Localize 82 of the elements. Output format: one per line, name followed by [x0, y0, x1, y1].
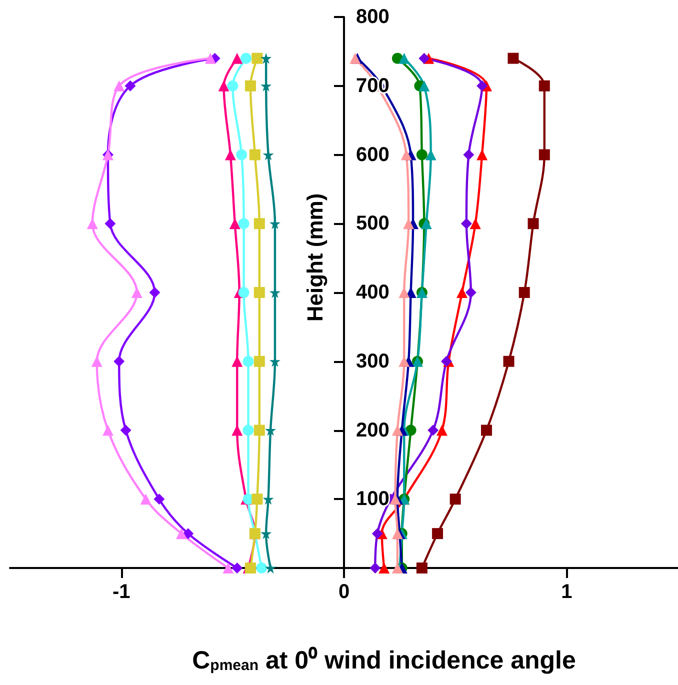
point — [236, 149, 248, 160]
point — [124, 80, 136, 92]
point — [224, 149, 236, 160]
y-tick-label: 800 — [356, 6, 390, 28]
point — [460, 218, 472, 230]
point — [432, 528, 444, 540]
point — [470, 218, 481, 230]
point — [398, 287, 410, 298]
point — [265, 562, 276, 574]
point — [254, 356, 265, 367]
point — [131, 287, 142, 298]
point — [476, 149, 488, 160]
point — [149, 287, 160, 298]
point — [204, 52, 216, 64]
point — [508, 52, 519, 64]
point — [252, 52, 263, 64]
point — [428, 424, 439, 436]
point — [538, 80, 550, 92]
point — [418, 52, 430, 64]
point — [440, 356, 452, 367]
point — [392, 424, 403, 436]
point — [400, 149, 412, 160]
y-tick-label: 300 — [356, 350, 390, 372]
point — [222, 562, 234, 574]
point — [254, 424, 265, 436]
point — [456, 287, 468, 298]
point — [176, 528, 187, 540]
point — [254, 218, 265, 230]
point — [481, 424, 492, 436]
x-tick-label: 0 — [338, 581, 350, 603]
point — [120, 424, 132, 436]
point — [238, 218, 250, 230]
point — [416, 149, 428, 160]
point — [518, 287, 530, 298]
point — [182, 528, 194, 540]
x-tick-label: 1 — [561, 581, 572, 603]
point — [436, 424, 448, 436]
point — [398, 52, 410, 64]
point — [242, 424, 254, 436]
point — [450, 494, 461, 505]
point — [425, 149, 436, 160]
point — [538, 149, 550, 160]
point — [154, 494, 165, 505]
y-axis-title: Height (mm) — [302, 193, 328, 322]
x-tick-label: -1 — [112, 581, 130, 603]
point — [254, 287, 265, 298]
point — [392, 562, 403, 574]
point — [114, 356, 125, 367]
point — [392, 528, 403, 540]
point — [240, 52, 252, 64]
point — [218, 80, 230, 92]
point — [418, 80, 430, 92]
y-tick-label: 400 — [356, 282, 390, 304]
point — [104, 218, 116, 230]
point — [528, 218, 539, 230]
point — [416, 562, 428, 574]
point — [370, 562, 381, 574]
point — [232, 562, 243, 574]
point — [114, 80, 125, 92]
point — [463, 149, 474, 160]
point — [476, 80, 488, 92]
x-axis-title: Cpmean at 0⁰ wind incidence angle — [192, 646, 576, 674]
point — [256, 562, 268, 574]
y-tick-label: 200 — [356, 419, 390, 442]
point — [249, 149, 260, 160]
point — [260, 52, 272, 64]
y-tick-label: 600 — [356, 144, 390, 166]
point — [91, 356, 102, 367]
point — [503, 356, 514, 367]
point — [252, 494, 263, 505]
point — [227, 80, 238, 92]
point — [242, 356, 254, 367]
point — [238, 287, 250, 298]
point — [140, 494, 152, 505]
point — [232, 52, 243, 64]
point — [465, 287, 476, 298]
point — [378, 562, 390, 574]
point — [372, 528, 383, 540]
point — [244, 80, 256, 92]
point — [102, 424, 114, 436]
point — [229, 218, 240, 230]
y-tick-label: 500 — [356, 212, 390, 235]
